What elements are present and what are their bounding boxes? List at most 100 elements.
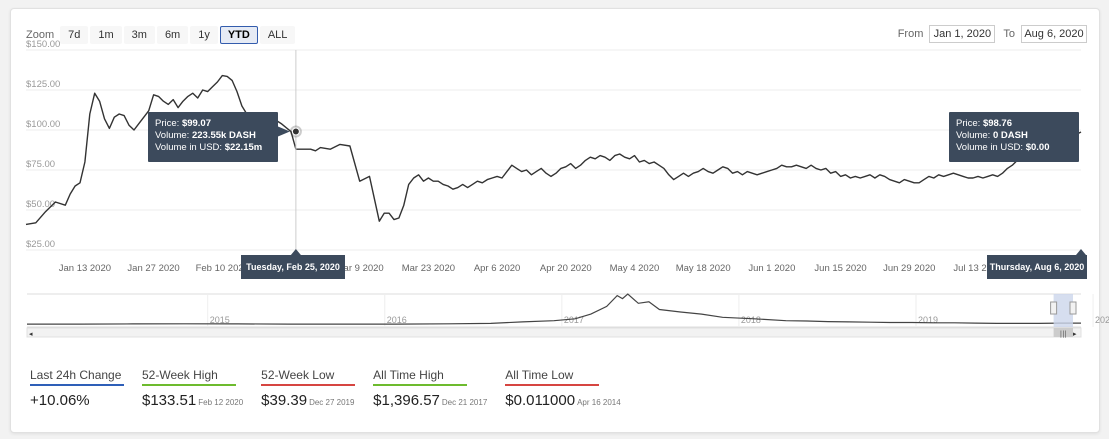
- stat-label: 52-Week Low: [261, 368, 356, 386]
- tooltip-row: Volume in USD: $0.00: [956, 142, 1049, 153]
- crosshair: [289, 50, 302, 252]
- tooltip-row: Volume: 223.55k DASH: [155, 130, 256, 141]
- tooltip-row-value: $98.76: [983, 118, 1012, 129]
- x-tick-label: Jul 13 2020: [953, 263, 1002, 274]
- zoom-button-1y[interactable]: 1y: [190, 26, 218, 44]
- x-tick-label: Jun 1 2020: [748, 263, 795, 274]
- grid-lines: [26, 49, 1081, 251]
- y-tick-label: $125.00: [26, 79, 60, 90]
- navigator-line: [27, 293, 1081, 325]
- scrollbar-grip-icon: |||: [1060, 330, 1067, 338]
- navigator[interactable]: 2015 2016 2017 2018 2019 2020 ◂ ▸ |||: [26, 293, 1109, 338]
- x-tick-label: Feb 10 2020: [196, 263, 249, 274]
- stat-52-week-low: 52-Week Low $39.39 Dec 27 2019: [261, 366, 356, 409]
- zoom-button-3m[interactable]: 3m: [123, 26, 155, 44]
- stat-label: Last 24h Change: [30, 368, 124, 386]
- y-tick-label: $100.00: [26, 119, 60, 130]
- stat-all-time-high: All Time High $1,396.57 Dec 21 2017: [373, 366, 487, 409]
- to-label: To: [1003, 28, 1015, 40]
- stat-number: $1,396.57: [373, 392, 440, 409]
- x-tick-label: Mar 9 2020: [336, 263, 384, 274]
- navigator-handle[interactable]: [1050, 301, 1058, 315]
- tooltip-row-value: $99.07: [182, 118, 211, 129]
- tooltip-date: Thursday, Aug 6, 2020: [990, 262, 1085, 272]
- navigator-year-label: 2015: [210, 315, 230, 325]
- zoom-bar: Zoom 7d 1m 3m 6m 1y YTD ALL: [26, 26, 297, 44]
- stat-date: Apr 16 2014: [577, 398, 621, 407]
- navigator-year-label: 2016: [387, 315, 407, 325]
- x-tick-label: Apr 20 2020: [540, 263, 592, 274]
- zoom-button-6m[interactable]: 6m: [156, 26, 189, 44]
- price-line: [25, 74, 1082, 226]
- zoom-label: Zoom: [26, 29, 55, 41]
- tooltip-arrow: [278, 126, 290, 137]
- stat-52-week-high: 52-Week High $133.51 Feb 12 2020: [142, 366, 243, 409]
- tooltip-row-label: Price:: [155, 118, 182, 129]
- tooltip-row-label: Volume:: [956, 130, 993, 141]
- x-tick-label: Jun 15 2020: [814, 263, 866, 274]
- navigator-year-label: 2018: [741, 315, 761, 325]
- zoom-button-1m[interactable]: 1m: [90, 26, 122, 44]
- stat-date: Dec 27 2019: [309, 398, 355, 407]
- y-tick-label: $25.00: [26, 239, 55, 250]
- stats-row: Last 24h Change +10.06% 52-Week High $13…: [30, 366, 639, 409]
- tooltip-row-label: Price:: [956, 118, 983, 129]
- tooltip-row-label: Volume in USD:: [956, 142, 1026, 153]
- scrollbar-thumb[interactable]: [1053, 328, 1073, 337]
- x-tick-label: Jan 13 2020: [59, 263, 111, 274]
- tooltip-row-value: 223.55k DASH: [192, 130, 256, 141]
- date-range: From To: [890, 25, 1087, 43]
- scrollbar-track[interactable]: [26, 327, 1082, 338]
- scroll-left-arrow[interactable]: ◂: [29, 330, 33, 338]
- navigator-window[interactable]: [1053, 294, 1073, 327]
- stat-value: $1,396.57 Dec 21 2017: [373, 392, 487, 409]
- x-tick-label: Jan 27 2020: [127, 263, 179, 274]
- tooltip-box: [949, 112, 1079, 162]
- from-date-input[interactable]: [929, 25, 996, 43]
- tooltip-date-arrow: [1076, 249, 1086, 255]
- stat-date: Feb 12 2020: [198, 398, 244, 407]
- y-tick-label: $50.00: [26, 199, 55, 210]
- tooltip-arrow: [1075, 126, 1079, 137]
- tooltip-date-arrow: [290, 249, 301, 255]
- tooltip-row-label: Volume:: [155, 130, 192, 141]
- tooltip-row-value: $22.15m: [225, 142, 263, 153]
- zoom-button-all[interactable]: ALL: [259, 26, 296, 44]
- stat-value: $39.39 Dec 27 2019: [261, 392, 355, 409]
- navigator-year-label: 2017: [564, 315, 584, 325]
- tooltip-row: Volume: 0 DASH: [956, 130, 1028, 141]
- stat-number: +10.06%: [30, 392, 90, 409]
- stat-last-24h-change: Last 24h Change +10.06%: [30, 366, 124, 409]
- navigator-handle[interactable]: [1069, 301, 1077, 315]
- stat-value: +10.06%: [30, 392, 124, 409]
- tooltip-date-box: [987, 255, 1087, 279]
- x-tick-label: May 18 2020: [676, 263, 731, 274]
- stat-value: $133.51 Feb 12 2020: [142, 392, 243, 409]
- stat-label: All Time High: [373, 368, 468, 386]
- zoom-button-7d[interactable]: 7d: [60, 26, 89, 44]
- price-series: [25, 74, 1082, 226]
- stat-value: $0.011000 Apr 16 2014: [505, 392, 620, 409]
- to-date-input[interactable]: [1021, 25, 1087, 43]
- zoom-button-ytd[interactable]: YTD: [219, 26, 258, 44]
- stat-label: All Time Low: [505, 368, 600, 386]
- tooltip-row: Price: $98.76: [956, 118, 1012, 129]
- stat-number: $0.011000: [505, 392, 576, 409]
- y-tick-label: $75.00: [26, 159, 55, 170]
- stat-number: $39.39: [261, 392, 308, 409]
- y-axis-ticks: $25.00 $50.00 $75.00 $100.00 $125.00 $150.00: [26, 39, 60, 250]
- x-tick-label: Mar 23 2020: [402, 263, 455, 274]
- stat-number: $133.51: [142, 392, 197, 409]
- scroll-right-arrow[interactable]: ▸: [1073, 330, 1077, 338]
- tooltip-row-label: Volume in USD:: [155, 142, 225, 153]
- tooltip-row-value: 0 DASH: [993, 130, 1028, 141]
- chart-card: [10, 8, 1100, 433]
- tooltip-row-value: $0.00: [1026, 142, 1050, 153]
- tooltip-row: Price: $99.07: [155, 118, 211, 129]
- stat-date: Dec 21 2017: [441, 398, 488, 407]
- hover-point: [291, 127, 300, 136]
- tooltip-row: Volume in USD: $22.15m: [155, 142, 262, 153]
